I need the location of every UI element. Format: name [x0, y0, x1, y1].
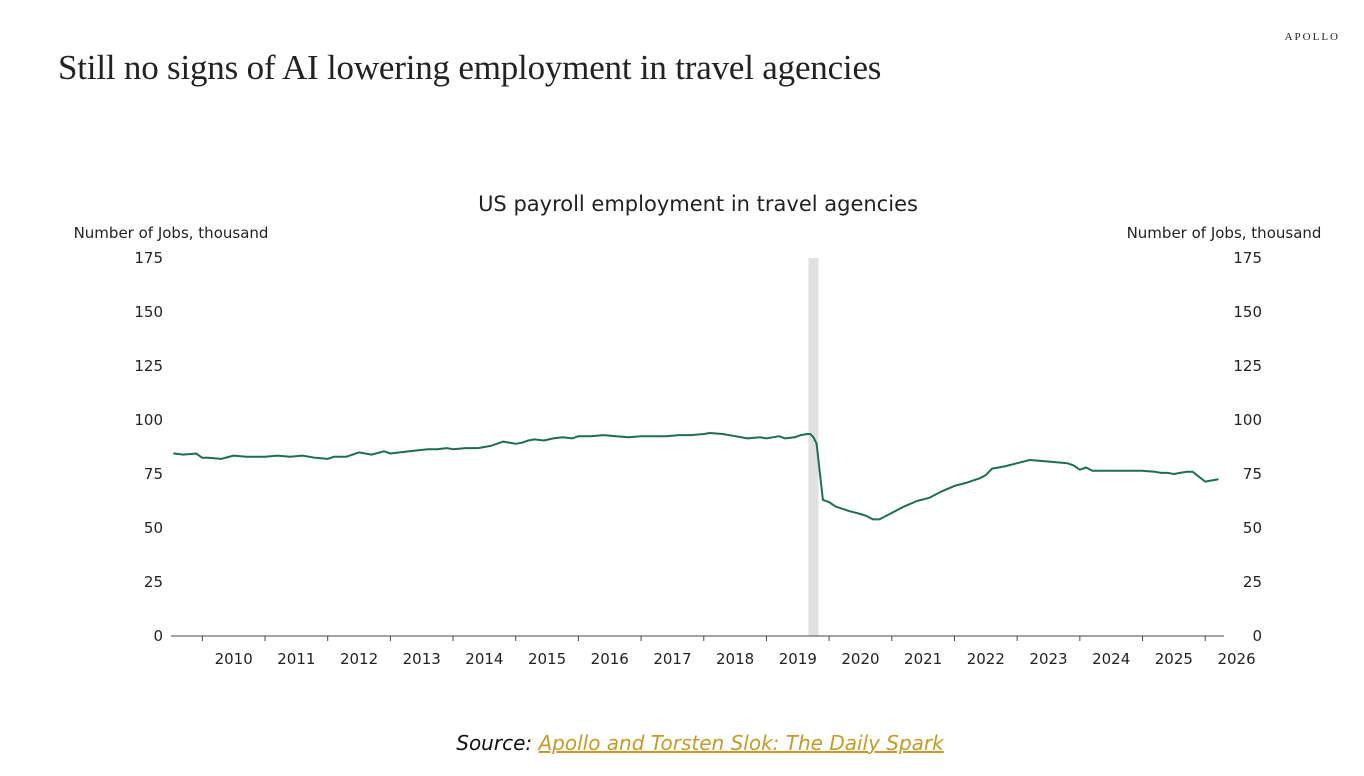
x-tick-label: 2020 [841, 650, 879, 668]
x-tick-label: 2022 [967, 650, 1005, 668]
x-tick-label: 2018 [716, 650, 754, 668]
source-note: Source: Apollo and Torsten Slok: The Dai… [0, 731, 1364, 755]
y-tick-label-left: 50 [144, 519, 163, 537]
recession-shading [808, 258, 819, 636]
y-tick-label-right: 75 [1243, 465, 1262, 483]
y-tick-label-left: 75 [144, 465, 163, 483]
x-tick-label: 2013 [403, 650, 441, 668]
chart-title: US payroll employment in travel agencies [478, 192, 918, 216]
x-tick-label: 2015 [528, 650, 566, 668]
x-tick-label: 2012 [340, 650, 378, 668]
line-chart: US payroll employment in travel agencies… [74, 192, 1322, 668]
x-tick-label: 2017 [653, 650, 691, 668]
y-tick-label-left: 175 [134, 249, 163, 267]
y-tick-label-left: 150 [134, 303, 163, 321]
y-tick-label-right: 175 [1233, 249, 1262, 267]
y-tick-label-right: 125 [1233, 357, 1262, 375]
source-link[interactable]: Apollo and Torsten Slok: The Daily Spark [538, 731, 944, 755]
x-tick-label: 2011 [277, 650, 315, 668]
x-tick-label: 2025 [1155, 650, 1193, 668]
y-tick-label-left: 125 [134, 357, 163, 375]
x-tick-label: 2026 [1217, 650, 1255, 668]
x-tick-label: 2014 [465, 650, 503, 668]
series-line [173, 432, 1219, 521]
y-tick-label-right: 50 [1243, 519, 1262, 537]
y-tick-label-left: 100 [134, 411, 163, 429]
brand-logo: APOLLO [1284, 31, 1340, 43]
x-tick-label: 2023 [1029, 650, 1067, 668]
y-axis-label-left: Number of Jobs, thousand [74, 224, 269, 242]
y-tick-label-right: 25 [1243, 573, 1262, 591]
x-tick-label: 2016 [591, 650, 629, 668]
x-tick-label: 2024 [1092, 650, 1130, 668]
y-tick-label-right: 0 [1252, 627, 1262, 645]
y-tick-label-left: 0 [153, 627, 163, 645]
x-tick-label: 2021 [904, 650, 942, 668]
y-tick-label-right: 150 [1233, 303, 1262, 321]
headline: Still no signs of AI lowering employment… [58, 48, 882, 87]
x-tick-label: 2019 [779, 650, 817, 668]
source-prefix: Source: [456, 731, 539, 755]
y-tick-label-left: 25 [144, 573, 163, 591]
y-tick-label-right: 100 [1233, 411, 1262, 429]
x-tick-label: 2010 [215, 650, 253, 668]
y-axis-label-right: Number of Jobs, thousand [1127, 224, 1322, 242]
